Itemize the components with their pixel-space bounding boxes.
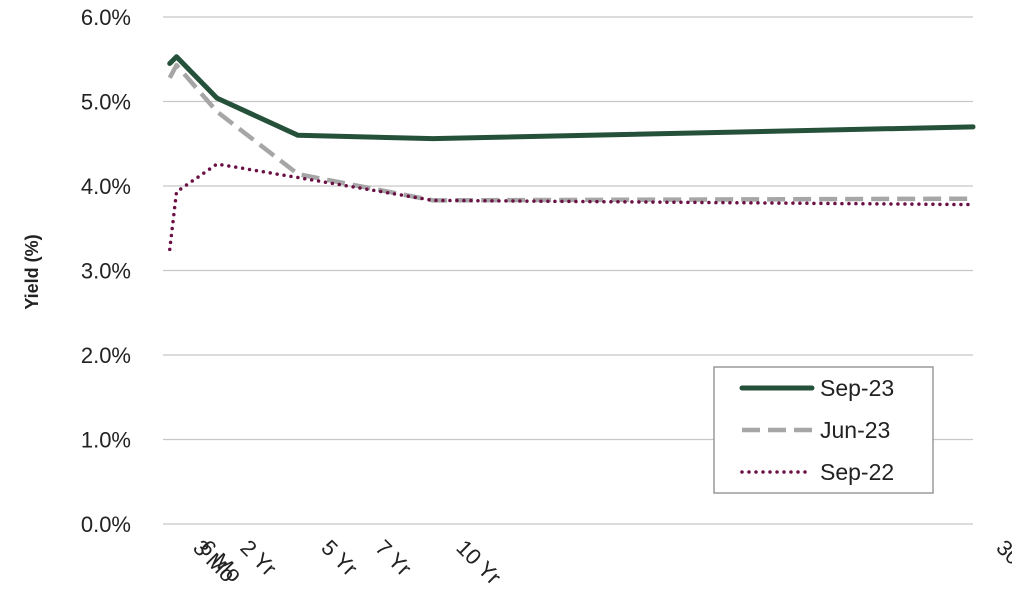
legend-label: Sep-22 (820, 459, 894, 485)
y-tick-labels: 0.0% 1.0% 2.0% 3.0% 4.0% 5.0% 6.0% (81, 5, 131, 537)
y-tick-label: 1.0% (81, 428, 131, 453)
y-tick-label: 2.0% (81, 343, 131, 368)
series-line-jun-23 (167, 62, 974, 203)
series-line-sep-22 (168, 162, 975, 252)
y-axis-label: Yield (%) (22, 234, 42, 309)
y-tick-label: 5.0% (81, 90, 131, 115)
y-tick-label: 3.0% (81, 259, 131, 284)
x-tick-label: 30 Yr (991, 535, 1012, 590)
gridlines (163, 16, 973, 525)
legend-label: Sep-23 (820, 375, 894, 401)
series-lines (167, 54, 976, 252)
x-tick-label: 10 Yr (451, 535, 506, 590)
y-tick-label: 4.0% (81, 174, 131, 199)
legend-label: Jun-23 (820, 417, 890, 443)
x-tick-label: 7 Yr (370, 535, 416, 581)
series-line-sep-23 (167, 54, 976, 142)
y-tick-label: 0.0% (81, 512, 131, 537)
y-tick-label: 6.0% (81, 5, 131, 30)
x-tick-label: 5 Yr (316, 535, 362, 581)
legend: Sep-23 Jun-23 Sep-22 (713, 366, 934, 494)
